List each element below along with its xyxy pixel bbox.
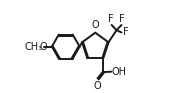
Text: OH: OH xyxy=(112,67,127,77)
Text: F: F xyxy=(108,14,114,24)
Text: O: O xyxy=(92,20,100,30)
Text: F: F xyxy=(123,27,128,37)
Text: O: O xyxy=(40,42,48,52)
Text: O: O xyxy=(94,81,101,91)
Text: CH₃: CH₃ xyxy=(24,42,43,52)
Text: F: F xyxy=(119,14,125,24)
